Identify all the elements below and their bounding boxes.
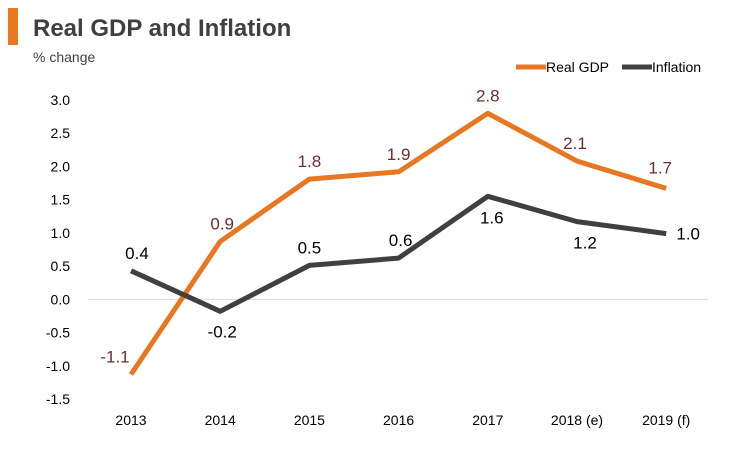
gdp-data-label: 1.8 xyxy=(298,152,322,171)
y-tick-label: 3.0 xyxy=(51,92,71,108)
inflation-data-label: 1.0 xyxy=(676,225,700,244)
legend: Real GDP Inflation xyxy=(516,59,701,75)
x-tick-label: 2014 xyxy=(205,412,236,428)
series-line-real-gdp xyxy=(128,110,667,376)
inflation-data-label: -0.2 xyxy=(208,322,237,341)
inflation-data-label: 1.6 xyxy=(480,208,504,227)
inflation-data-label: 1.2 xyxy=(573,234,597,253)
chart-subtitle: % change xyxy=(33,49,95,65)
inflation-data-label: 0.6 xyxy=(389,231,413,250)
x-axis: 2013 2014 2015 2016 2017 2018 (e) 2019 (f) xyxy=(115,412,690,428)
x-tick-label: 2016 xyxy=(383,412,414,428)
gdp-data-label: 0.9 xyxy=(210,215,234,234)
chart-title: Real GDP and Inflation xyxy=(33,15,291,42)
gdp-data-label: 2.8 xyxy=(476,86,500,105)
x-tick-label: 2019 (f) xyxy=(642,412,690,428)
y-tick-label: 2.5 xyxy=(51,125,71,141)
data-labels: -1.1 0.9 1.8 1.9 2.8 2.1 1.7 0.4 -0.2 0.5 0.6 1.6 1.… xyxy=(100,86,700,366)
x-tick-label: 2013 xyxy=(115,412,146,428)
x-tick-label: 2017 xyxy=(472,412,503,428)
y-tick-label: -1.5 xyxy=(46,391,70,407)
y-tick-label: -1.0 xyxy=(46,358,70,374)
y-tick-label: 1.0 xyxy=(51,225,71,241)
y-tick-label: -0.5 xyxy=(46,325,70,341)
series-line-inflation xyxy=(129,193,667,314)
y-tick-label: 0.0 xyxy=(51,291,71,307)
legend-label-real-gdp: Real GDP xyxy=(546,59,609,75)
y-axis: 3.0 2.5 2.0 1.5 1.0 0.5 0.0 -0.5 -1.0 -1.5 xyxy=(46,92,70,407)
gdp-data-label: 2.1 xyxy=(563,134,587,153)
legend-label-inflation: Inflation xyxy=(652,59,701,75)
series-lines xyxy=(128,110,667,376)
inflation-data-label: 0.5 xyxy=(298,238,322,257)
gdp-data-label: 1.9 xyxy=(387,145,411,164)
title-accent-bar xyxy=(8,8,18,45)
x-tick-label: 2015 xyxy=(294,412,325,428)
gdp-data-label: -1.1 xyxy=(100,347,129,366)
y-tick-label: 1.5 xyxy=(51,192,71,208)
gdp-data-label: 1.7 xyxy=(648,158,672,177)
inflation-data-label: 0.4 xyxy=(125,244,149,263)
y-tick-label: 2.0 xyxy=(51,158,71,174)
x-tick-label: 2018 (e) xyxy=(551,412,603,428)
y-tick-label: 0.5 xyxy=(51,258,71,274)
